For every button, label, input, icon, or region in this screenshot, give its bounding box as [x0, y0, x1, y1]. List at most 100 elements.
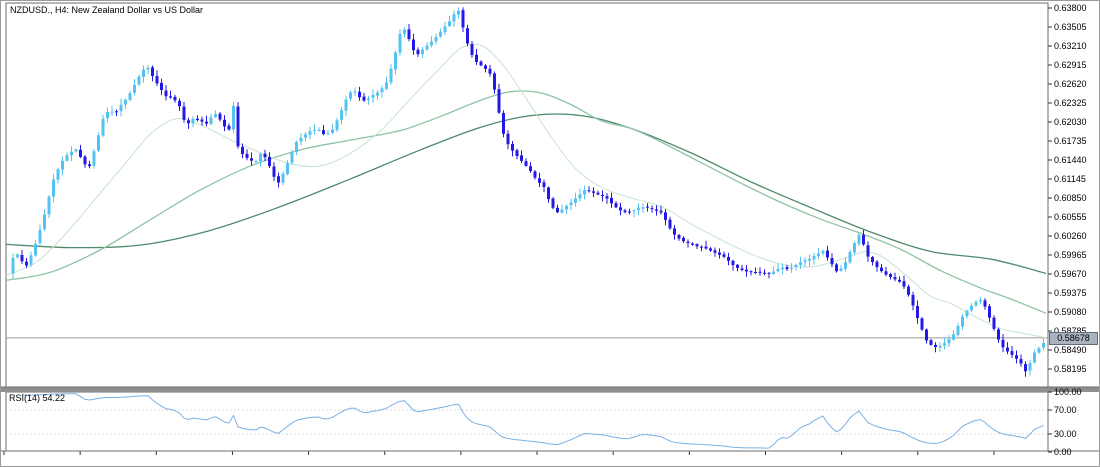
candle: [767, 272, 771, 279]
candle: [569, 198, 573, 211]
candle: [664, 209, 667, 226]
candle: [803, 257, 807, 268]
candle: [727, 252, 730, 266]
candle: [497, 83, 501, 114]
candle: [961, 314, 964, 330]
rsi-axis[interactable]: [1048, 389, 1099, 451]
candle: [574, 192, 577, 207]
candle: [205, 115, 208, 127]
candle: [673, 225, 676, 240]
candle: [736, 263, 739, 272]
candle: [641, 203, 645, 213]
candle: [965, 309, 969, 319]
candle: [596, 190, 600, 196]
candle: [763, 269, 766, 276]
candle: [299, 133, 303, 146]
candle: [227, 123, 231, 131]
candle: [110, 105, 114, 116]
candles-layer: [11, 7, 1045, 377]
candle: [808, 254, 811, 267]
candle: [286, 160, 289, 176]
main-pane-frame: [5, 2, 1049, 388]
candle: [853, 241, 856, 255]
candle: [430, 36, 433, 48]
candle: [425, 42, 429, 51]
price-axis-label: 0.59670: [1054, 269, 1087, 279]
candle: [290, 149, 294, 166]
price-axis-label: 0.61145: [1054, 174, 1086, 184]
candle: [371, 89, 375, 103]
candle: [326, 129, 330, 136]
candle: [524, 158, 528, 167]
candle: [884, 266, 888, 277]
candle: [65, 152, 69, 162]
candle: [200, 116, 204, 126]
candle: [938, 342, 942, 353]
candle: [385, 76, 388, 91]
candle: [529, 162, 532, 173]
pane-splitter[interactable]: [1, 387, 1100, 392]
candle: [281, 171, 285, 185]
candle: [466, 24, 469, 47]
candle: [52, 174, 55, 203]
candle: [218, 111, 222, 122]
candle: [416, 47, 420, 57]
candle: [974, 300, 978, 307]
ma-fast-line: [5, 43, 1047, 339]
price-axis-label: 0.62620: [1054, 79, 1087, 89]
candle: [277, 172, 280, 188]
candle: [272, 162, 276, 182]
candle: [322, 125, 325, 136]
candle: [511, 141, 514, 157]
price-axis[interactable]: [1048, 1, 1099, 451]
candle: [565, 204, 568, 215]
candle: [898, 276, 901, 283]
candle: [668, 216, 672, 230]
candle: [830, 253, 834, 268]
price-axis-label: 0.59375: [1054, 288, 1087, 298]
candle: [421, 46, 424, 58]
candle: [115, 109, 118, 117]
candle: [754, 267, 757, 275]
candle: [988, 304, 991, 323]
candle: [812, 252, 816, 265]
candle: [434, 33, 438, 45]
candle: [241, 143, 244, 159]
candle: [520, 150, 523, 164]
price-axis-label: 0.63505: [1054, 22, 1087, 32]
candle: [362, 93, 366, 102]
candle: [380, 85, 384, 98]
candle: [826, 245, 829, 261]
candle: [160, 78, 163, 96]
candle: [79, 144, 82, 158]
candle: [862, 230, 865, 246]
candle: [655, 205, 658, 216]
candle: [470, 41, 474, 58]
candle: [776, 263, 780, 273]
candle: [11, 253, 15, 279]
candle: [992, 315, 996, 331]
candle: [187, 117, 190, 129]
rsi-axis-label: 100.00: [1054, 387, 1082, 397]
candle: [259, 152, 262, 167]
candle: [151, 65, 154, 82]
candle: [790, 263, 793, 273]
candle: [556, 204, 559, 214]
candle: [304, 132, 307, 142]
candle: [313, 124, 316, 135]
price-axis-label: 0.58195: [1054, 364, 1087, 374]
candle: [295, 140, 298, 156]
candle: [16, 253, 19, 259]
candle: [623, 208, 627, 214]
candle: [745, 265, 748, 277]
rsi-indicator-label: RSI(14) 54.22: [9, 393, 66, 403]
price-axis-label: 0.60260: [1054, 231, 1087, 241]
candle: [394, 50, 397, 75]
candle: [749, 270, 753, 276]
candle: [893, 272, 897, 282]
candle: [740, 265, 744, 272]
rsi-axis-label: 0.00: [1054, 447, 1072, 457]
